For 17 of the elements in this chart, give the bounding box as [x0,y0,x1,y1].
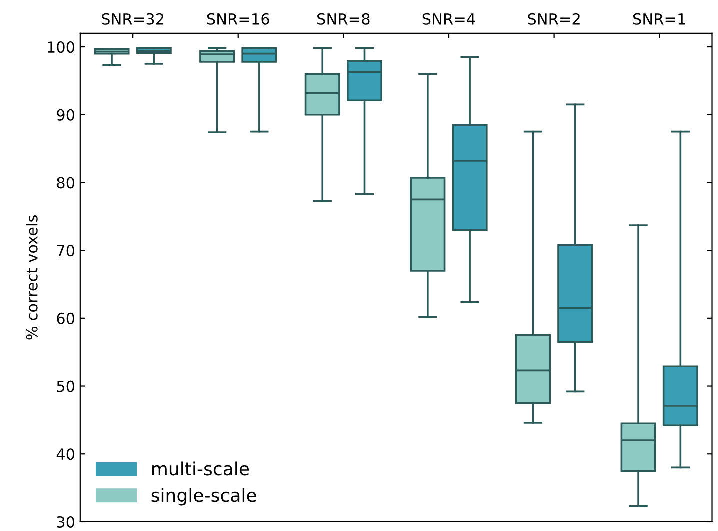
legend-label: single-scale [152,488,256,506]
y-tick-label: 90 [57,109,75,121]
y-axis-title: % correct voxels [26,216,38,340]
x-tick-label: SNR=8 [318,13,370,25]
x-tick-label: SNR=4 [422,13,476,25]
y-tick-label: 50 [57,380,75,392]
y-tick-label: 70 [57,245,75,257]
y-tick-label: 30 [57,516,75,528]
x-tick-label: SNR=2 [528,13,580,25]
y-tick-label: 100 [48,41,75,54]
y-tick-label: 60 [57,312,75,324]
y-tick-label: 40 [56,448,75,460]
x-tick-label: SNR=32 [102,13,164,25]
y-tick-label: 80 [57,177,75,189]
legend-label: multi-scale [152,462,250,476]
x-tick-label: SNR=16 [207,13,270,25]
x-tick-label: SNR=1 [633,13,686,25]
